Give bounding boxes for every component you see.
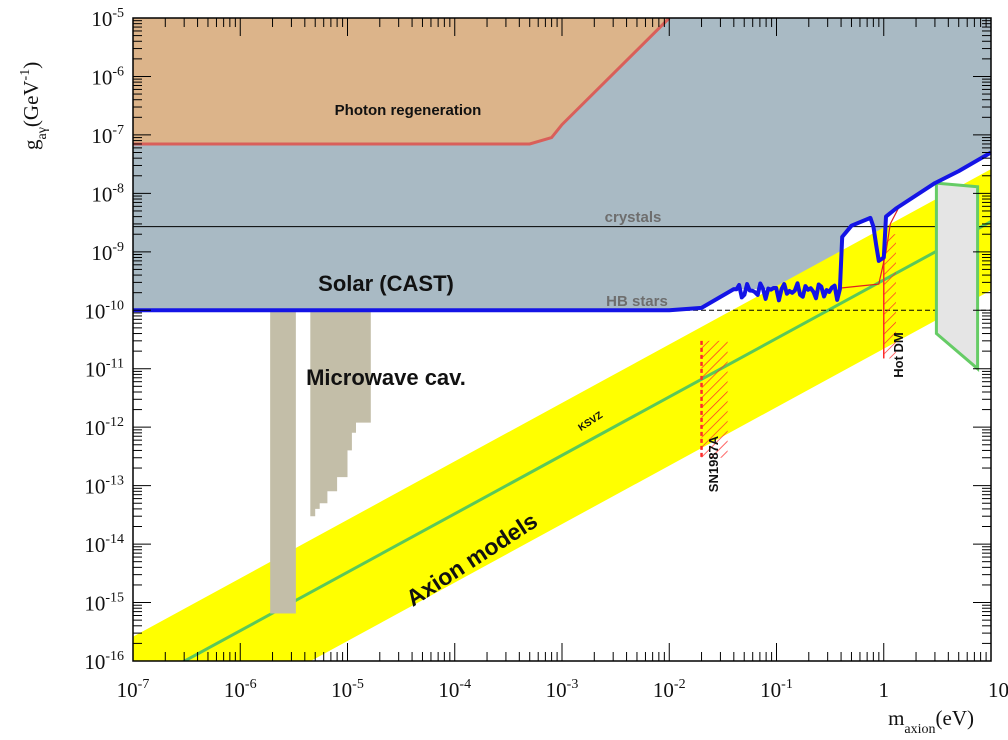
sn1987a-region bbox=[701, 340, 728, 458]
x-tick-label: 10-7 bbox=[117, 677, 150, 702]
y-tick-label: 10-11 bbox=[85, 357, 124, 382]
telescope-region bbox=[934, 181, 980, 372]
y-tick-label: 10-9 bbox=[91, 240, 124, 265]
y-tick-label: 10-6 bbox=[91, 64, 124, 89]
photon-regeneration-region bbox=[133, 18, 670, 144]
y-tick-label: 10-5 bbox=[91, 6, 124, 31]
cast-boundary bbox=[133, 150, 991, 313]
cast-label: Solar (CAST) bbox=[318, 271, 454, 296]
x-tick-label: 10 bbox=[988, 678, 1008, 702]
y-axis-title: gaγ(GeV-1) bbox=[18, 62, 50, 150]
cast-red-limit bbox=[841, 206, 900, 289]
y-tick-label: 10-16 bbox=[84, 649, 124, 674]
microwave-cavity-band-1 bbox=[270, 310, 296, 614]
y-tick-label: 10-12 bbox=[84, 415, 124, 440]
x-tick-label: 10-5 bbox=[331, 677, 364, 702]
hot-dm-label: Hot DM bbox=[891, 332, 906, 378]
y-tick-label: 10-13 bbox=[84, 474, 124, 499]
plot-area bbox=[133, 18, 991, 661]
photon-regeneration-label: Photon regeneration bbox=[335, 102, 482, 119]
x-tick-label: 10-6 bbox=[224, 677, 257, 702]
y-tick-label: 10-14 bbox=[84, 532, 124, 557]
tick-labels: 10-7 10-6 10-5 10-4 10-3 10-2 10-1 1 1010-1610-1… bbox=[84, 6, 1008, 702]
photon-regeneration-boundary bbox=[133, 18, 671, 146]
axis-ticks bbox=[132, 18, 991, 662]
x-tick-label: 1 bbox=[879, 678, 890, 702]
x-tick-label: 10-4 bbox=[438, 677, 471, 702]
crystals-label: crystals bbox=[605, 209, 662, 226]
y-tick-label: 10-7 bbox=[91, 123, 124, 148]
microwave-cavity-label: Microwave cav. bbox=[306, 365, 466, 390]
sn1987a-label: SN1987A bbox=[706, 435, 721, 492]
y-tick-label: 10-15 bbox=[84, 591, 124, 616]
y-tick-label: 10-8 bbox=[91, 181, 124, 206]
hot-dm-region bbox=[883, 234, 896, 359]
x-tick-label: 10-3 bbox=[546, 677, 579, 702]
x-axis-title: maxion(eV) bbox=[888, 706, 974, 737]
y-tick-label: 10-10 bbox=[84, 298, 124, 323]
x-tick-label: 10-1 bbox=[760, 677, 793, 702]
microwave-cavity-band-2 bbox=[310, 310, 371, 517]
x-tick-label: 10-2 bbox=[653, 677, 686, 702]
hb-stars-label: HB stars bbox=[606, 293, 668, 310]
